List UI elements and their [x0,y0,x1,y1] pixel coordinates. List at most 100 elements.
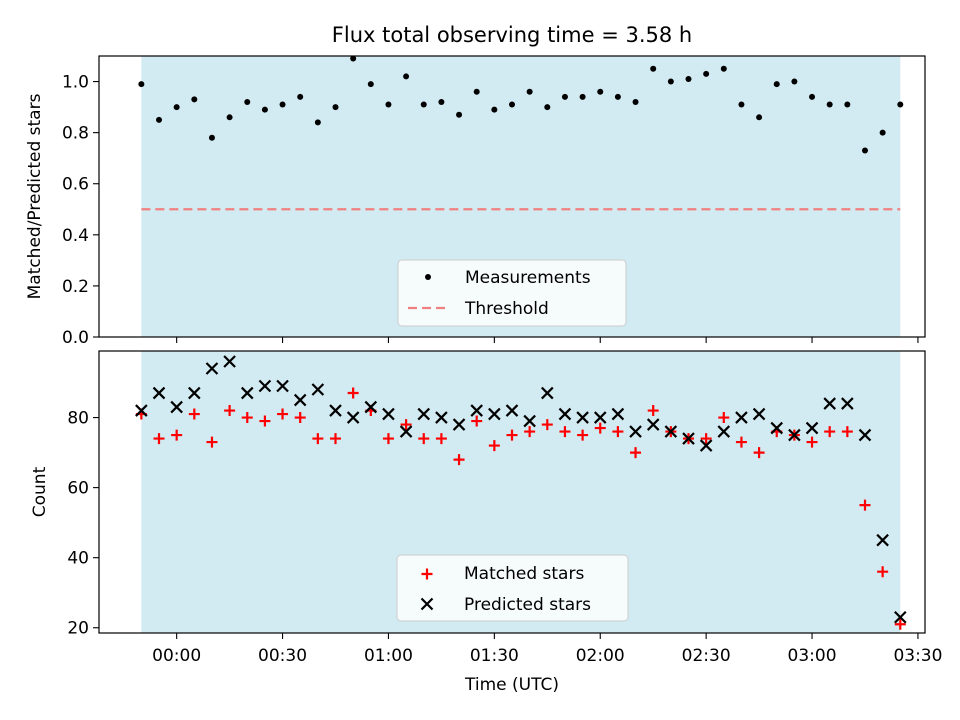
predicted-point [488,407,501,421]
matched-point [418,433,430,445]
legend-predicted-marker [420,597,434,611]
measurement-point [791,78,798,85]
predicted-point [894,610,907,624]
predicted-point [452,418,466,431]
measurement-point [244,98,251,105]
matched-point [647,405,659,417]
measurement-point [844,101,851,108]
measurement-point [544,104,551,111]
matched-point [259,415,271,427]
measurement-point [314,119,321,126]
predicted-point [770,421,784,435]
x-tick-label: 02:30 [682,646,731,666]
measurement-point [667,78,674,85]
ratio-y-tick-label: 0.0 [62,328,89,348]
matched-point [735,436,747,448]
matched-point [577,429,589,441]
measurement-point [403,73,410,80]
matched-point [841,426,853,438]
predicted-point [876,533,889,547]
measurement-point [191,96,198,103]
measurement-point [703,70,710,77]
ratio-legend: Measurements Threshold [397,259,627,327]
x-tick-label: 01:00 [364,646,413,666]
matched-point [806,436,818,448]
matched-point [524,426,536,438]
measurement-point [473,88,480,95]
predicted-point [417,407,431,421]
count-y-tick-label: 40 [67,549,89,569]
ratio-y-tick-label: 1.0 [62,73,89,93]
predicted-point [664,425,678,438]
matched-point [347,387,359,399]
predicted-point [311,383,325,396]
measurement-point [756,114,763,121]
measurement-point [367,81,374,88]
count-legend-box [396,554,629,622]
predicted-point [611,407,625,421]
predicted-point [717,425,731,438]
matched-point [824,426,836,438]
predicted-point [841,397,854,410]
predicted-point [558,407,572,421]
matched-point [630,447,642,459]
predicted-point [170,400,183,414]
measurement-point [385,101,392,108]
measurement-point [279,101,286,108]
measurement-point [579,93,586,100]
count-frame [98,350,926,634]
predicted-point [858,428,872,442]
measurement-point [597,88,604,95]
predicted-point [788,428,801,442]
measurement-point [720,65,727,72]
predicted-point [382,407,395,421]
matched-point [453,454,465,466]
ratio-y-tick-label: 0.4 [62,226,89,246]
matched-point [541,419,553,431]
predicted-point [135,404,148,417]
count-legend: Matched stars Predicted stars [396,554,629,622]
measurement-point [773,81,780,88]
legend-matched-label: Matched stars [464,564,584,584]
matched-point [294,412,306,424]
measurement-point [420,101,427,108]
predicted-point [329,404,342,417]
x-tick-label: 01:30 [470,646,519,666]
predicted-point [258,379,272,393]
measurement-point [456,111,463,118]
predicted-point [682,432,695,445]
ratio-frame [98,55,926,338]
x-tick-label: 00:30 [258,646,307,666]
measurement-point [138,81,145,88]
predicted-point [346,411,360,424]
measurement-point [438,98,445,105]
measurement-point [879,129,886,136]
predicted-point [223,355,236,368]
matched-point [877,566,889,578]
matched-point [241,412,253,424]
predicted-point [188,386,201,400]
predicted-point [435,411,448,424]
matched-point [382,433,394,445]
predicted-point [823,397,836,410]
matched-point [718,412,730,424]
ratio-panel: 0.0 0.2 0.4 0.6 0.8 1.0 Matched/Predicted star… [25,55,926,348]
measurement-point [226,114,233,121]
predicted-point [205,362,219,375]
x-tick-label: 03:00 [788,646,837,666]
predicted-point [505,404,519,417]
matched-point [277,408,289,420]
legend-matched-marker [421,568,433,580]
count-y-tick-label: 20 [67,619,89,639]
predicted-point [276,379,289,393]
matched-point [894,618,906,630]
ratio-y-tick-label: 0.2 [62,277,89,297]
matched-point [188,408,200,420]
measurement-point [332,104,339,111]
matched-point [312,433,324,445]
matched-point [753,447,765,459]
measurement-point [509,101,515,108]
count-y-tick-label: 60 [67,479,89,499]
